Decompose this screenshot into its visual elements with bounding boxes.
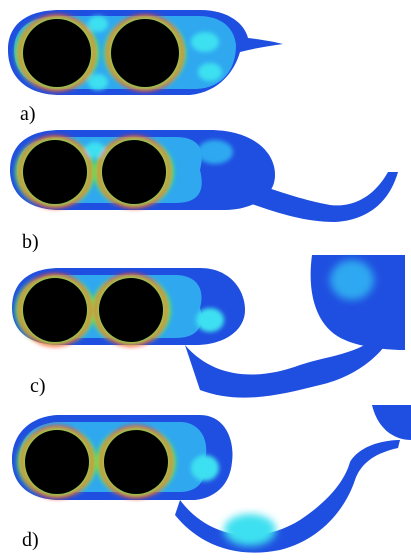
panel-b-cylinder-right [102,140,166,204]
panel-a-cylinder-right [111,19,179,87]
panel-label-d: d) [22,529,39,551]
panel-label-c: c) [30,375,46,397]
panel-c-wake-tail [185,330,395,398]
panel-d-cylinder-right [104,430,168,494]
panel-c-cylinder-left [23,278,87,342]
panel-d-contour [12,405,411,553]
panel-a-cylinder-left [23,19,91,87]
panel-d-vortex-top [372,405,411,440]
panel-b-contour [10,130,398,222]
panel-a-contour [8,10,283,95]
panel-c-cylinder-right [99,278,163,342]
panel-d-wake-tail [175,440,400,553]
panel-label-a: a) [20,103,36,125]
panel-b-cylinder-left [23,140,87,204]
panel-label-b: b) [22,231,39,253]
panel-c-contour [12,255,405,398]
panel-d-cylinder-left [25,430,89,494]
panel-b-wake-tail [230,172,398,222]
